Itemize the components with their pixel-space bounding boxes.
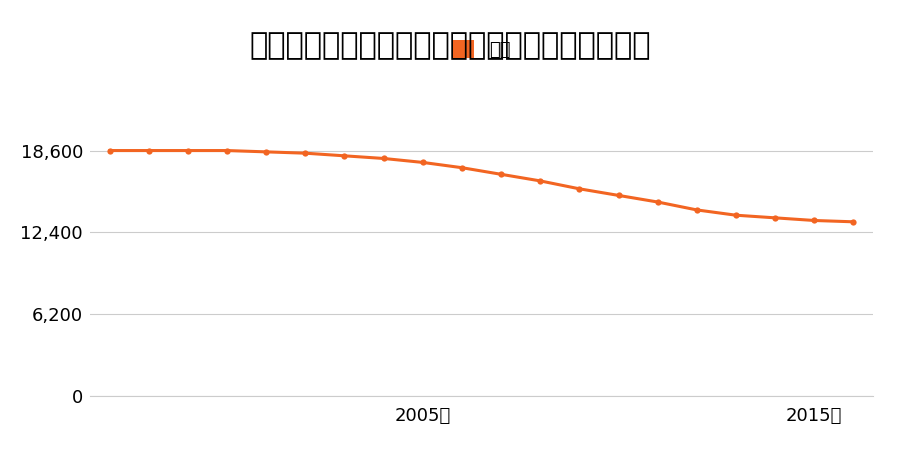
Text: 福岡県築上郡吉富町大字土屋４９３番の地価推移: 福岡県築上郡吉富町大字土屋４９３番の地価推移 [249, 32, 651, 60]
Legend: 価格: 価格 [446, 32, 518, 66]
